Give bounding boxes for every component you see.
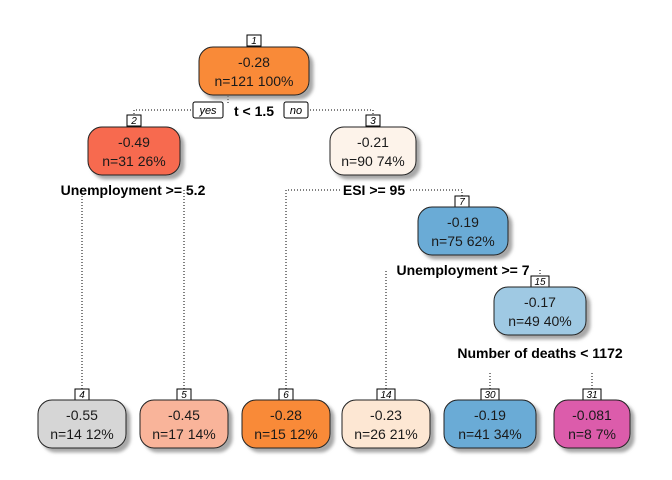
node-count: n=49 40% (508, 313, 571, 329)
node-box (198, 46, 310, 96)
node-box (553, 399, 631, 449)
node-count: n=75 62% (431, 233, 494, 249)
tree-leaf: 6 -0.28 n=15 12% (241, 388, 331, 449)
yes-box (192, 101, 224, 119)
no-label: no (290, 105, 302, 117)
node-value: -0.28 (270, 407, 302, 423)
edge-3-7 (410, 189, 463, 197)
node-count: n=15 12% (254, 426, 317, 442)
node-count: n=31 26% (102, 153, 165, 169)
node-index: 4 (79, 390, 85, 401)
split-label-7: Unemployment >= 7 (396, 262, 529, 278)
tree-node: 1 -0.28 n=121 100% (198, 34, 310, 96)
split-label-15: Number of deaths < 1172 (457, 345, 623, 361)
node-value: -0.23 (370, 407, 402, 423)
node-value: -0.55 (66, 407, 98, 423)
tree-nodes: 1 -0.28 n=121 100% 2 -0.49 n=31 26% 3 -0… (37, 34, 631, 449)
tree-node: 3 -0.21 n=90 74% (329, 114, 417, 176)
tree-node: 7 -0.19 n=75 62% (417, 195, 509, 256)
node-index: 5 (181, 390, 187, 401)
node-index: 3 (370, 116, 376, 127)
node-value: -0.19 (474, 407, 506, 423)
node-index: 2 (130, 116, 137, 127)
node-index-box (126, 114, 142, 127)
tree-leaf: 5 -0.45 n=17 14% (139, 388, 229, 449)
node-value: -0.21 (357, 134, 389, 150)
node-value: -0.49 (118, 134, 150, 150)
node-box (417, 206, 509, 256)
tree-edges (81, 96, 593, 398)
node-value: -0.17 (524, 294, 556, 310)
node-index-box (246, 34, 262, 47)
node-index: 1 (251, 36, 257, 47)
node-box (37, 399, 127, 449)
node-count: n=26 21% (354, 426, 417, 442)
node-index-box (365, 114, 381, 127)
node-index: 7 (459, 197, 465, 208)
node-box (493, 286, 587, 336)
node-count: n=90 74% (341, 153, 404, 169)
split-label-2: Unemployment >= 5.2 (61, 182, 206, 198)
edge-3-6 (285, 189, 342, 398)
no-box (283, 101, 309, 119)
node-index: 6 (283, 390, 289, 401)
edge-1-3 (310, 109, 374, 117)
split-label-1: t < 1.5 (234, 103, 274, 119)
node-count: n=17 14% (152, 426, 215, 442)
node-box (443, 399, 537, 449)
node-count: n=41 34% (458, 426, 521, 442)
tree-node: 15 -0.17 n=49 40% (493, 275, 587, 336)
node-box (329, 126, 417, 176)
node-index: 14 (380, 390, 392, 401)
node-index: 15 (534, 277, 546, 288)
tree-leaf: 14 -0.23 n=26 21% (341, 388, 431, 449)
node-value: -0.19 (447, 214, 479, 230)
split-labels: yes t < 1.5 no Unemployment >= 5.2 ESI >… (61, 101, 623, 361)
split-label-3: ESI >= 95 (343, 182, 405, 198)
node-box (341, 399, 431, 449)
node-count: n=14 12% (50, 426, 113, 442)
node-count: n=8 7% (568, 426, 616, 442)
tree-leaf: 30 -0.19 n=41 34% (443, 388, 537, 449)
tree-node: 2 -0.49 n=31 26% (87, 114, 181, 176)
node-value: -0.28 (238, 54, 270, 70)
yes-label: yes (198, 105, 217, 117)
tree-leaf: 31 -0.081 n=8 7% (553, 388, 631, 449)
node-value: -0.45 (168, 407, 200, 423)
node-value: -0.081 (572, 407, 612, 423)
edge-1-2 (133, 109, 193, 117)
node-box (241, 399, 331, 449)
node-box (139, 399, 229, 449)
node-index: 31 (586, 390, 597, 401)
tree-leaf: 4 -0.55 n=14 12% (37, 388, 127, 449)
node-box (87, 126, 181, 176)
node-index: 30 (484, 390, 496, 401)
node-count: n=121 100% (214, 73, 293, 89)
